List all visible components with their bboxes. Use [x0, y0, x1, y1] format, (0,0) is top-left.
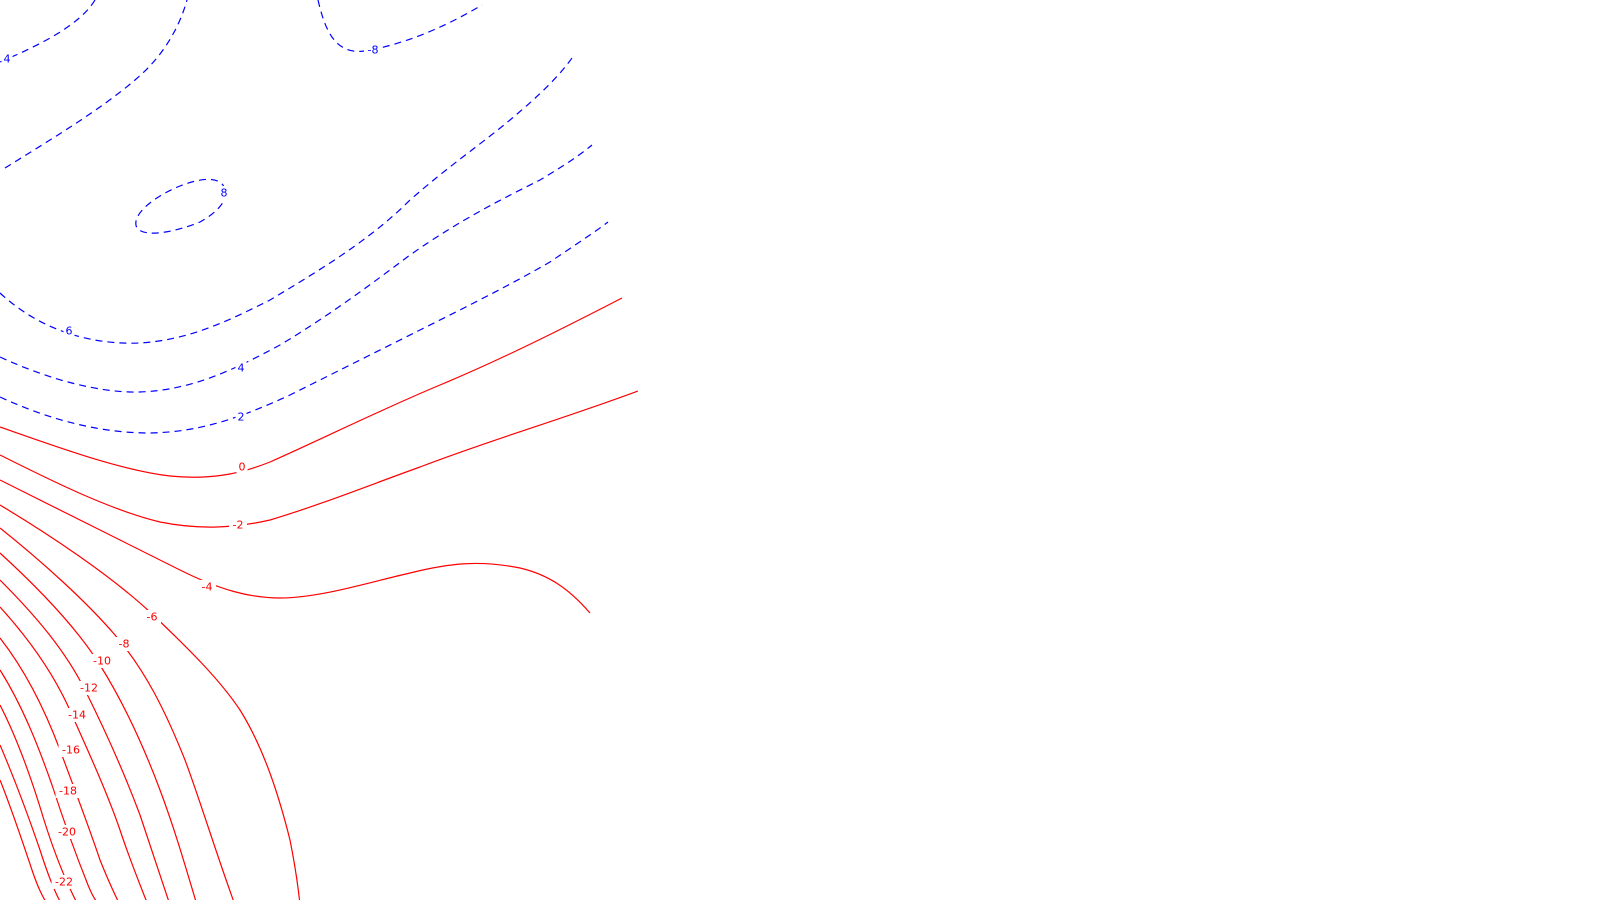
contour-label-bg-neg-16: [58, 743, 84, 757]
contour-line-pos-upper-left-b: [4, 0, 188, 169]
contour-label-pos-6: 6: [66, 325, 73, 338]
contour-label-pos-2: 2: [238, 411, 245, 424]
contour-label-neg-4: -4: [202, 581, 213, 594]
contour-label-bg-neg-6: [143, 610, 161, 624]
contour-line-neg-12: [0, 579, 169, 900]
contour-label-bg-pos-8-top: [364, 43, 382, 57]
contour-line-neg-24: [0, 779, 46, 900]
contour-line-neg-4: [0, 479, 591, 614]
contour-label-bg-pos-8-closed: [218, 186, 230, 200]
contour-label-bg-neg-20: [54, 825, 80, 839]
contour-line-pos-8-top: [317, 0, 483, 52]
contour-label-bg-neg-8: [115, 637, 133, 651]
contour-label-bg-neg-18: [55, 784, 81, 798]
contour-line-pos-4-upper-left: [0, 0, 96, 63]
contour-label-bg-neg-12: [76, 681, 102, 695]
contour-label-neg-6: -6: [147, 611, 158, 624]
contour-label-pos-8-top: -8: [368, 44, 379, 57]
contour-line-pos-upper-right-a: [0, 57, 573, 344]
contour-label-neg-12: -12: [80, 682, 98, 695]
contour-line-neg-2: [0, 390, 639, 528]
contour-line-pos-4: [0, 144, 593, 393]
contour-label-pos-4-upper-left: 4: [4, 53, 11, 66]
contour-label-zero: 0: [239, 461, 246, 474]
contour-line-neg-10: [0, 552, 197, 900]
contour-label-pos-4: 4: [238, 362, 245, 375]
contour-line-pos-2: [0, 221, 609, 434]
contour-line-pos-8-closed: [135, 178, 227, 234]
contour-label-bg-neg-22: [51, 875, 77, 889]
contour-label-bg-zero: [236, 460, 248, 474]
contour-line-neg-18: [0, 669, 97, 900]
contour-line-zero: [0, 297, 623, 478]
contour-line-neg-20: [0, 704, 77, 900]
contour-label-bg-pos-6: [63, 324, 75, 338]
contour-label-neg-18: -18: [59, 785, 77, 798]
contour-label-neg-14: -14: [68, 709, 86, 722]
contour-label-neg-2: -2: [233, 519, 244, 532]
contour-line-neg-14: [0, 606, 147, 900]
contour-line-neg-6: [0, 504, 301, 900]
contour-label-bg-neg-14: [64, 708, 90, 722]
contour-label-bg-pos-4: [235, 361, 247, 375]
contour-label-bg-pos-4-upper-left: [1, 52, 13, 66]
contour-line-neg-16: [0, 637, 119, 900]
contour-label-neg-22: -22: [55, 876, 73, 889]
contour-label-neg-8: -8: [119, 638, 130, 651]
contour-label-neg-20: -20: [58, 826, 76, 839]
contour-line-neg-22: [0, 744, 60, 900]
contour-line-neg-8: [0, 527, 234, 900]
contour-label-neg-16: -16: [62, 744, 80, 757]
contour-label-bg-pos-2: [235, 410, 247, 424]
contour-labels: 4 -8 8 6 4 2 0 -2 -4 -6 -8 -10 -12 -14 -16 -18 -20 -22: [1, 43, 382, 889]
contour-label-bg-neg-10: [89, 654, 115, 668]
contour-label-bg-neg-2: [229, 518, 247, 532]
contour-label-neg-10: -10: [93, 655, 111, 668]
contour-label-pos-8-closed: 8: [221, 187, 228, 200]
contour-label-bg-neg-4: [198, 580, 216, 594]
